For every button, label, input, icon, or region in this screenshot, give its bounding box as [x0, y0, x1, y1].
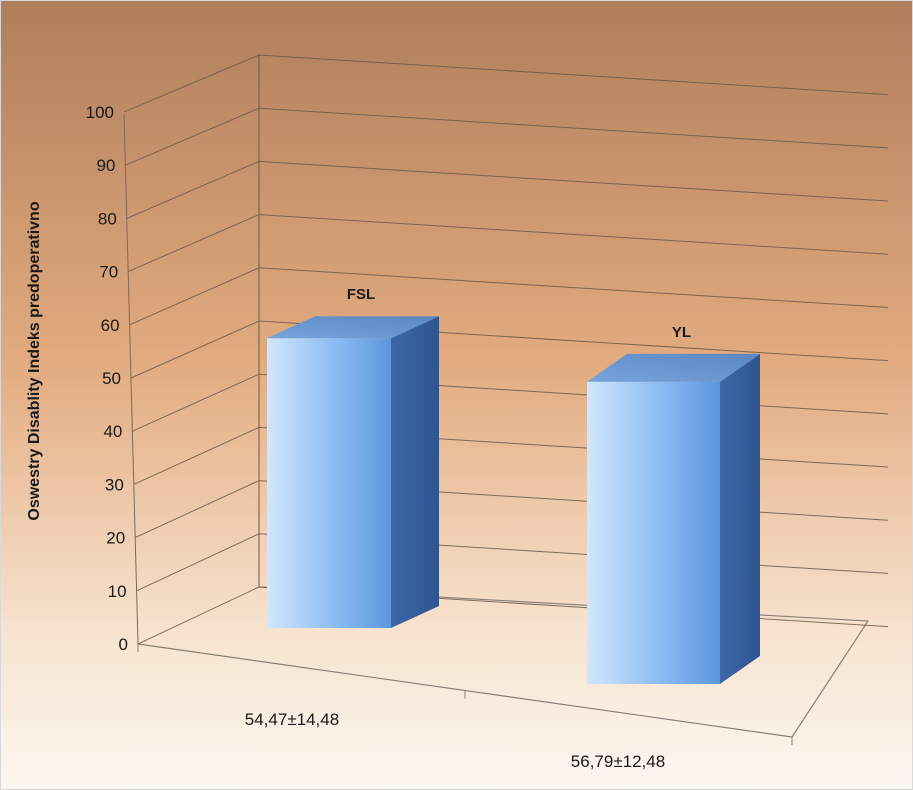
bar-2: YL: [587, 324, 760, 684]
bar-side: [720, 353, 760, 684]
y-tick-label: 10: [108, 582, 127, 601]
bar-front: [267, 338, 391, 628]
gridline: [129, 267, 889, 326]
bar-front: [587, 381, 720, 684]
bar-1: FSL: [267, 286, 439, 628]
y-tick-label: 30: [105, 475, 124, 494]
y-tick-label: 0: [119, 635, 128, 654]
bar-top: [587, 353, 760, 382]
y-tick-label: 70: [99, 263, 118, 282]
y-tick-label: 40: [103, 422, 122, 441]
y-tick-label: 60: [101, 316, 120, 335]
bar-top: [267, 316, 439, 339]
y-tick-label: 90: [96, 156, 115, 175]
gridline: [123, 54, 889, 113]
y-axis-line: [123, 113, 139, 645]
y-axis-ticks: 0 10 20 30 40 50 60 70 80 90 100: [86, 103, 128, 654]
y-tick-label: 80: [98, 209, 117, 228]
y-tick-label: 50: [102, 369, 121, 388]
y-tick-label: 100: [86, 103, 114, 122]
category-label-1: 54,47±14,48: [245, 710, 339, 729]
y-axis-title: Oswestry Disablity Indeks predoperativno: [26, 201, 43, 520]
gridline: [130, 320, 889, 379]
gridline: [125, 107, 889, 166]
gridline: [128, 214, 889, 273]
bar-label-2: YL: [672, 324, 691, 341]
bars: FSL YL: [267, 286, 760, 684]
bar-label-1: FSL: [347, 286, 375, 303]
category-label-2: 56,79±12,48: [571, 752, 665, 771]
category-labels: 54,47±14,48 56,79±12,48: [245, 710, 665, 771]
bar-side: [391, 316, 439, 628]
gridline: [126, 160, 889, 219]
y-tick-label: 20: [106, 529, 125, 548]
